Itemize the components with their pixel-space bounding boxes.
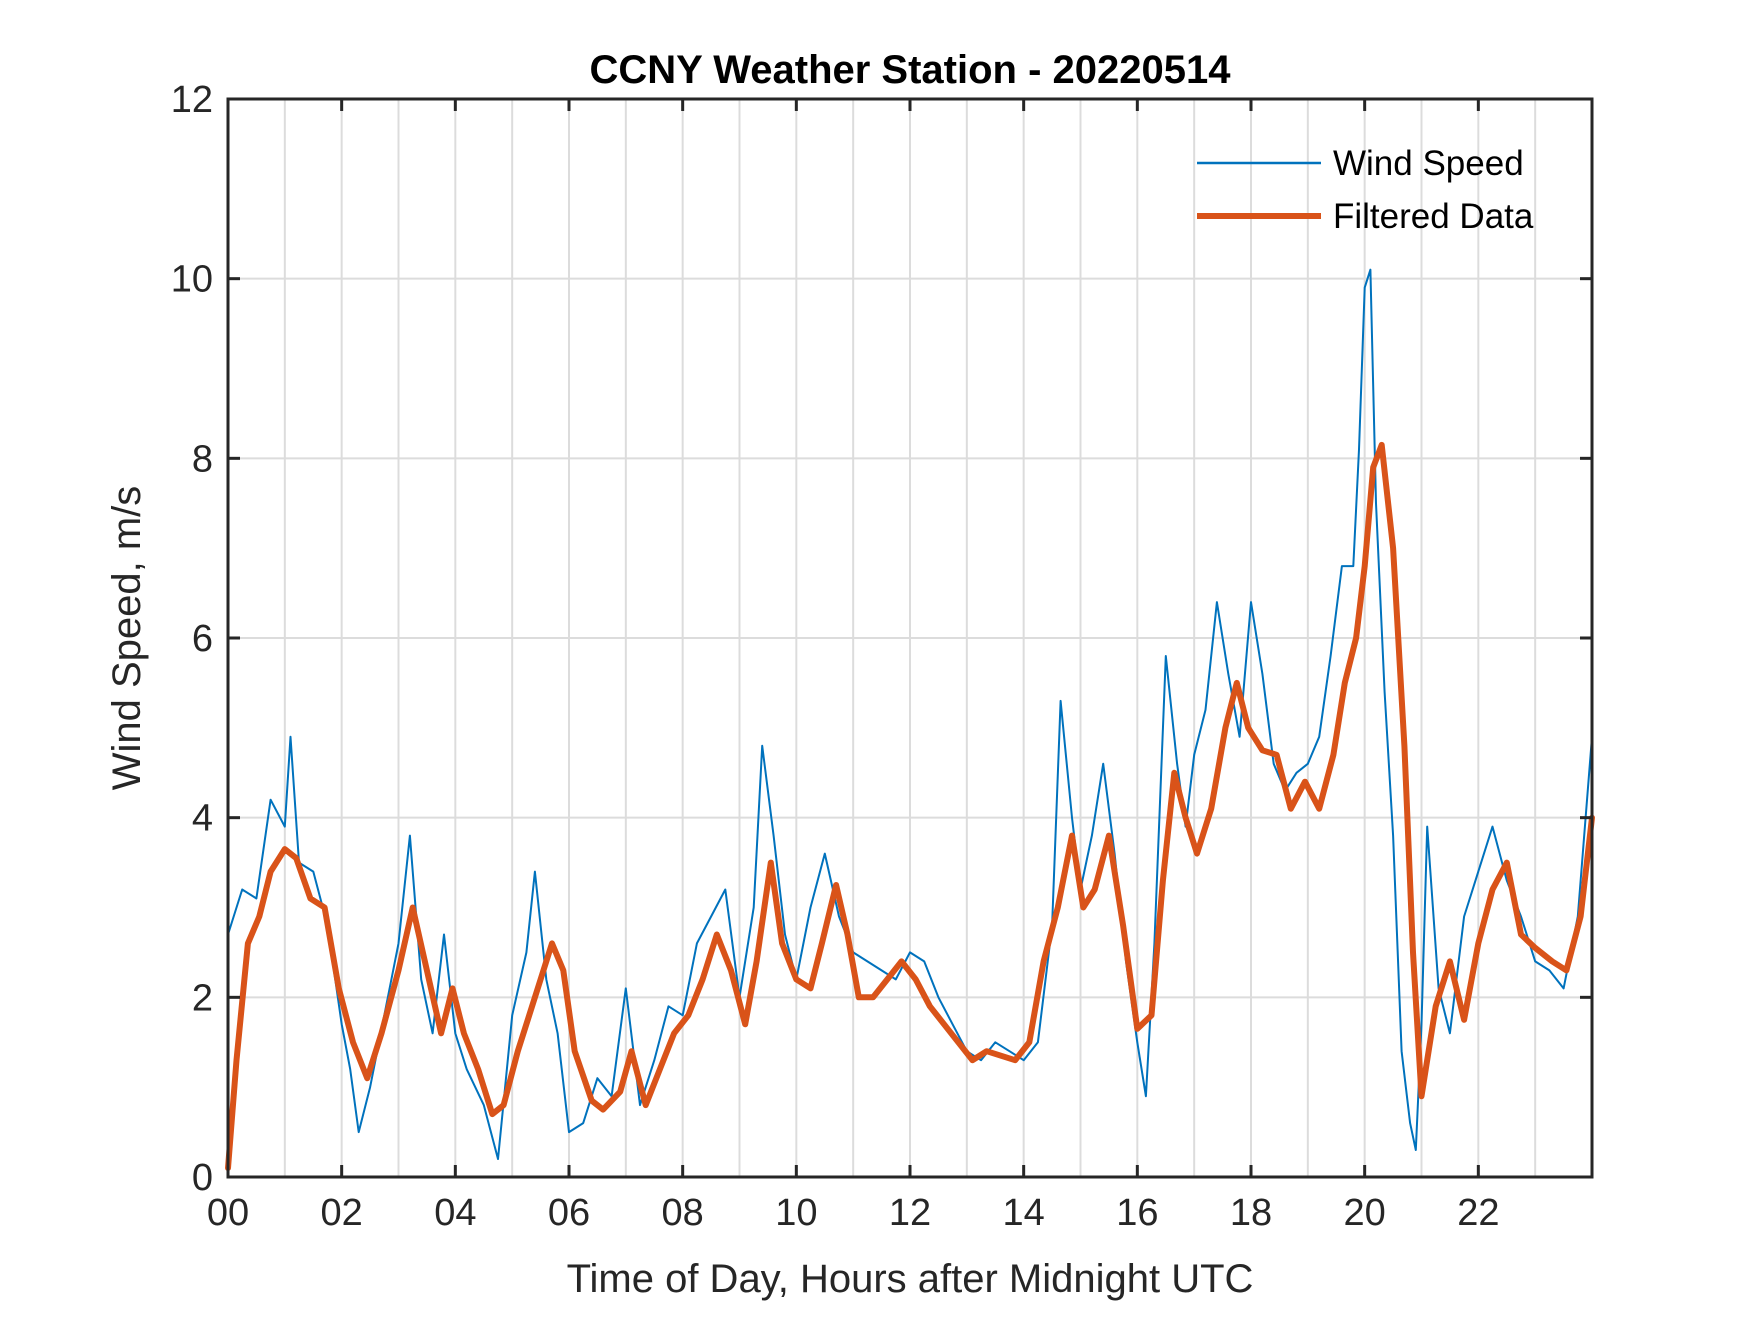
y-tick-label: 8 bbox=[192, 438, 213, 480]
y-tick-label: 4 bbox=[192, 798, 213, 840]
series-layer bbox=[225, 268, 1595, 1171]
x-tick-label: 02 bbox=[321, 1192, 363, 1234]
x-tick-label: 00 bbox=[207, 1192, 249, 1234]
legend-label-filtered-data: Filtered Data bbox=[1333, 197, 1534, 236]
y-axis-label: Wind Speed, m/s bbox=[105, 486, 149, 791]
legend-label-wind-speed: Wind Speed bbox=[1333, 144, 1524, 183]
x-tick-label: 16 bbox=[1116, 1192, 1158, 1234]
grid-lines bbox=[228, 99, 1592, 1177]
series-line-filtered-data bbox=[225, 441, 1595, 1171]
x-tick-label: 04 bbox=[434, 1192, 476, 1234]
y-tick-label: 0 bbox=[192, 1157, 213, 1199]
tick-marks bbox=[226, 97, 1592, 1179]
x-tick-label: 22 bbox=[1457, 1192, 1499, 1234]
x-tick-label: 18 bbox=[1230, 1192, 1272, 1234]
x-tick-label: 14 bbox=[1003, 1192, 1045, 1234]
y-tick-label: 2 bbox=[192, 977, 213, 1019]
legend: Wind Speed Filtered Data bbox=[1197, 144, 1534, 236]
y-tick-label: 6 bbox=[192, 618, 213, 660]
x-tick-label: 08 bbox=[662, 1192, 704, 1234]
y-tick-label: 10 bbox=[171, 259, 213, 301]
y-tick-label: 12 bbox=[171, 79, 213, 121]
x-tick-label: 06 bbox=[548, 1192, 590, 1234]
x-axis-label: Time of Day, Hours after Midnight UTC bbox=[567, 1257, 1254, 1301]
chart-title: CCNY Weather Station - 20220514 bbox=[590, 48, 1232, 92]
x-tick-label: 10 bbox=[775, 1192, 817, 1234]
x-tick-label: 20 bbox=[1344, 1192, 1386, 1234]
x-tick-label: 12 bbox=[889, 1192, 931, 1234]
